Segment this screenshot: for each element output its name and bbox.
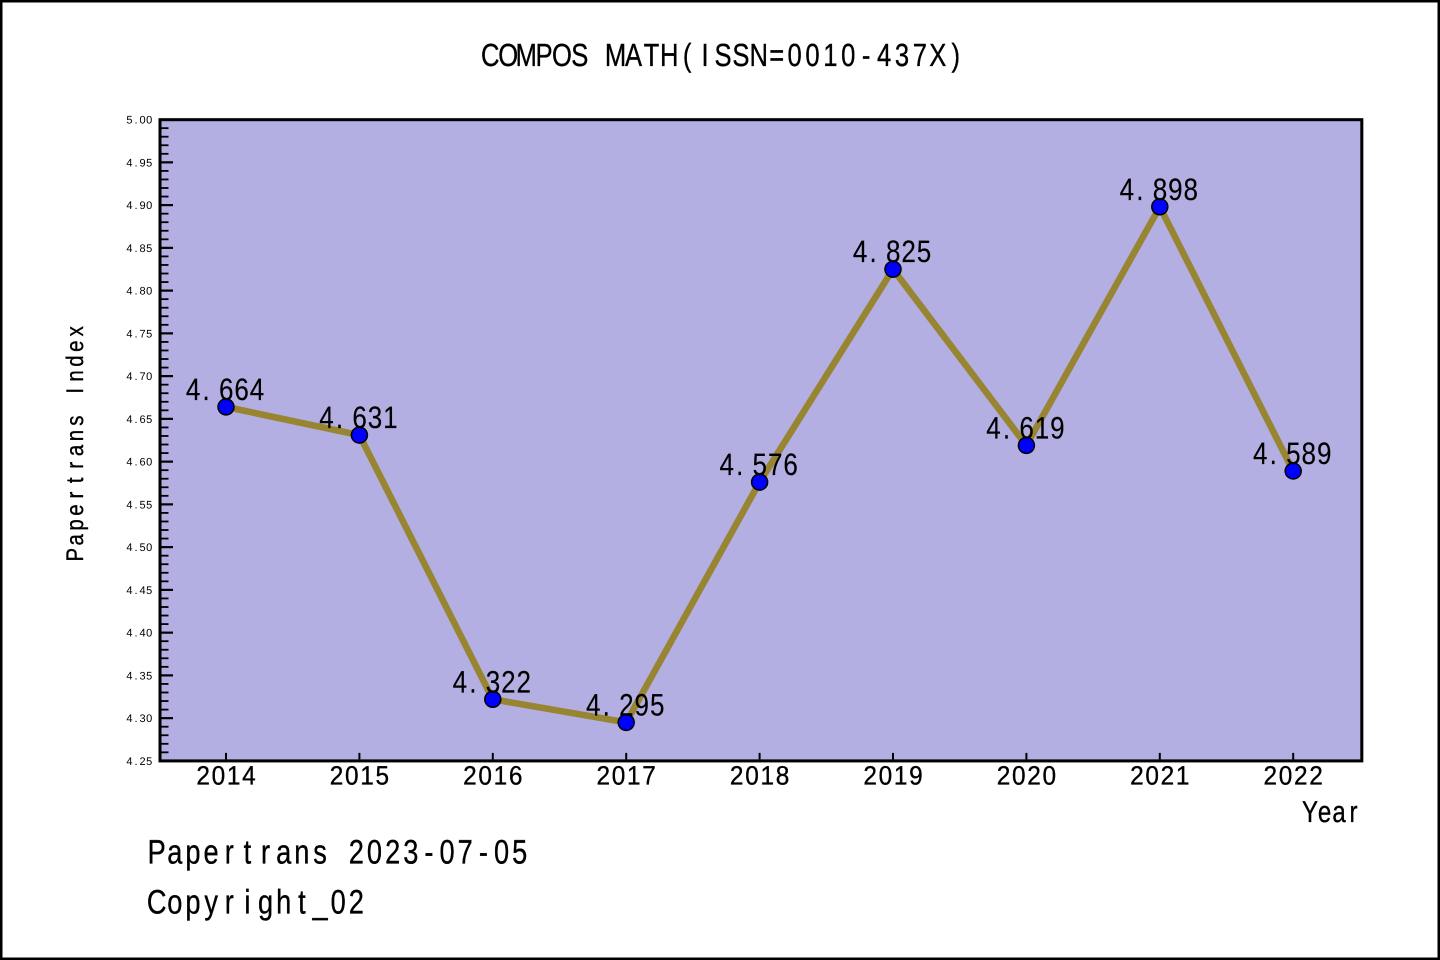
svg-text:4.35: 4.35: [126, 670, 152, 682]
svg-text:2021: 2021: [1130, 761, 1189, 791]
svg-text:4.55: 4.55: [126, 499, 152, 511]
svg-text:4.45: 4.45: [126, 585, 152, 597]
svg-text:4.75: 4.75: [126, 328, 152, 340]
svg-text:4.664: 4.664: [186, 372, 264, 407]
svg-text:4.60: 4.60: [126, 457, 152, 469]
svg-text:4.825: 4.825: [853, 234, 931, 269]
svg-text:2014: 2014: [196, 761, 255, 791]
svg-text:4.40: 4.40: [126, 628, 152, 640]
svg-text:4.80: 4.80: [126, 286, 152, 298]
svg-text:4.50: 4.50: [126, 542, 152, 554]
svg-text:4.322: 4.322: [453, 664, 531, 699]
svg-text:COMPOS MATH(ISSN=0010-437X): COMPOS MATH(ISSN=0010-437X): [481, 37, 960, 73]
svg-text:4.25: 4.25: [126, 756, 152, 768]
svg-text:2019: 2019: [863, 761, 922, 791]
svg-text:Papertrans 2023-07-05: Papertrans 2023-07-05: [148, 834, 528, 872]
svg-text:4.295: 4.295: [586, 687, 664, 722]
svg-text:4.90: 4.90: [126, 200, 152, 212]
svg-text:Year: Year: [1302, 796, 1358, 829]
svg-text:2018: 2018: [730, 761, 789, 791]
svg-text:4.30: 4.30: [126, 713, 152, 725]
svg-text:4.589: 4.589: [1253, 436, 1331, 471]
svg-text:2017: 2017: [597, 761, 656, 791]
svg-text:2020: 2020: [997, 761, 1056, 791]
svg-text:4.65: 4.65: [126, 414, 152, 426]
svg-text:4.85: 4.85: [126, 243, 152, 255]
svg-text:2015: 2015: [330, 761, 389, 791]
svg-text:4.898: 4.898: [1120, 172, 1198, 207]
svg-text:4.95: 4.95: [126, 157, 152, 169]
svg-text:4.576: 4.576: [719, 447, 797, 482]
svg-text:4.70: 4.70: [126, 371, 152, 383]
svg-text:4.631: 4.631: [319, 400, 397, 435]
svg-text:5.00: 5.00: [126, 115, 152, 127]
svg-text:2016: 2016: [463, 761, 522, 791]
svg-text:2022: 2022: [1264, 761, 1323, 791]
svg-text:4.619: 4.619: [986, 410, 1064, 445]
